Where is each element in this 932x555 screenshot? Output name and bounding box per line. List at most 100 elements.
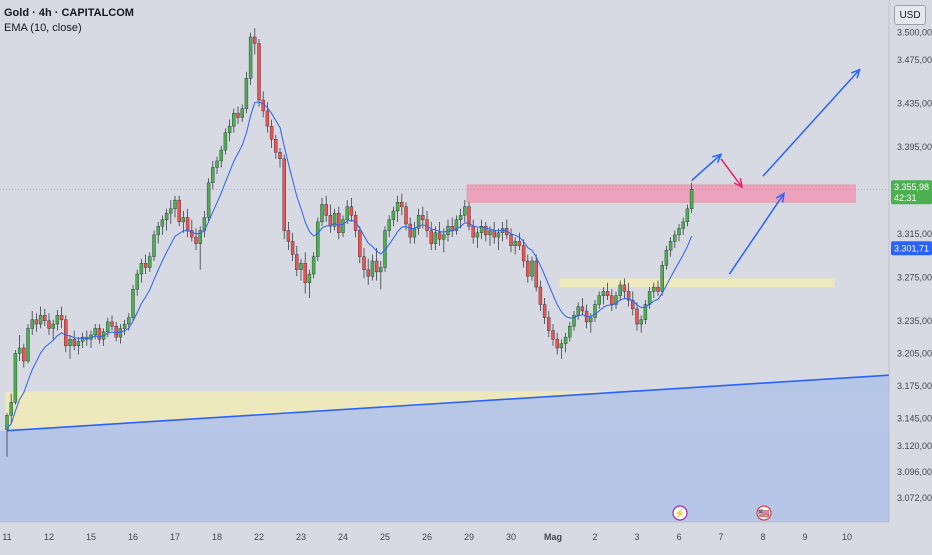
currency-button[interactable]: USD [894,5,926,25]
candle[interactable] [408,217,412,244]
candle[interactable] [177,195,181,227]
candle[interactable] [194,228,198,251]
lightning-event-icon[interactable]: ⚡ [672,505,688,521]
candle[interactable] [286,221,291,251]
candle[interactable] [374,247,379,281]
candle[interactable] [9,393,13,425]
candle[interactable] [568,321,572,342]
candle[interactable] [215,156,219,174]
us-flag-event-icon[interactable]: 🇺🇸 [756,505,772,521]
candle[interactable] [479,219,484,240]
candle[interactable] [496,228,501,251]
candle[interactable] [559,339,564,359]
candle[interactable] [484,221,488,242]
candle[interactable] [429,221,433,251]
candle[interactable] [534,254,538,292]
candle[interactable] [664,245,669,270]
candle[interactable] [13,350,18,405]
candle[interactable] [467,202,471,231]
candle[interactable] [316,217,320,262]
candle[interactable] [303,252,307,294]
candle[interactable] [601,287,606,305]
candle[interactable] [5,413,9,457]
candle[interactable] [572,311,576,331]
candle[interactable] [278,147,282,168]
candle[interactable] [391,206,396,227]
candle[interactable] [362,247,366,279]
candle[interactable] [311,252,316,279]
candle[interactable] [358,226,362,264]
candle[interactable] [555,332,559,355]
candle[interactable] [580,297,585,316]
candle[interactable] [673,230,677,248]
candle[interactable] [517,232,522,251]
candle[interactable] [337,206,341,240]
candle[interactable] [526,254,530,283]
candle[interactable] [404,202,408,231]
candle[interactable] [232,108,236,133]
candle[interactable] [652,282,656,298]
candle[interactable] [593,300,597,322]
candle[interactable] [349,197,354,222]
candle[interactable] [458,208,463,229]
candle[interactable] [156,221,160,244]
candle[interactable] [173,195,177,218]
candle[interactable] [169,200,173,225]
candle[interactable] [152,230,156,261]
candle[interactable] [257,39,261,107]
candle[interactable] [681,217,685,235]
candle[interactable] [106,317,110,338]
candle[interactable] [131,284,135,322]
candle[interactable] [211,160,215,190]
candle[interactable] [43,308,47,327]
candle[interactable] [248,32,253,85]
candle[interactable] [597,291,601,309]
candle[interactable] [38,306,43,329]
candle[interactable] [475,228,480,248]
candle[interactable] [324,195,328,222]
candle[interactable] [80,332,85,348]
candle[interactable] [47,313,51,335]
candle[interactable] [605,282,610,301]
candle[interactable] [274,134,278,159]
candle[interactable] [299,258,303,281]
candle[interactable] [370,254,375,281]
candle[interactable] [538,280,543,312]
candle[interactable] [656,280,660,296]
candle[interactable] [22,343,26,368]
candle[interactable] [610,289,614,312]
candle[interactable] [635,302,639,331]
candle[interactable] [164,208,169,231]
candle[interactable] [97,324,102,344]
candle[interactable] [181,210,186,233]
candle[interactable] [530,256,534,281]
candle[interactable] [68,334,72,359]
candle[interactable] [689,182,694,214]
candle[interactable] [618,280,622,301]
candle[interactable] [219,145,223,168]
candle[interactable] [17,334,22,362]
candle[interactable] [244,71,249,114]
candle[interactable] [547,311,551,338]
candle[interactable] [122,319,127,335]
candle[interactable] [290,232,295,261]
candle[interactable] [454,215,459,235]
candle[interactable] [332,208,337,231]
candle[interactable] [253,28,257,55]
candle[interactable] [135,269,139,296]
candle[interactable] [509,228,513,253]
candle[interactable] [614,291,618,309]
candle[interactable] [660,261,664,296]
event-icons[interactable]: ⚡ 🇺🇸 [672,505,772,521]
time-axis[interactable]: 11 12 15 16 17 18 22 23 24 25 26 29 30 Mag 2 3 6 7 8 9 10 [0,521,889,542]
candle[interactable] [353,210,358,238]
candle[interactable] [34,313,39,332]
candle[interactable] [563,332,568,353]
candle[interactable] [320,197,324,227]
candle[interactable] [30,311,34,335]
candle[interactable] [513,237,517,255]
candle[interactable] [551,324,555,346]
candle[interactable] [269,119,274,148]
candle[interactable] [463,200,467,222]
